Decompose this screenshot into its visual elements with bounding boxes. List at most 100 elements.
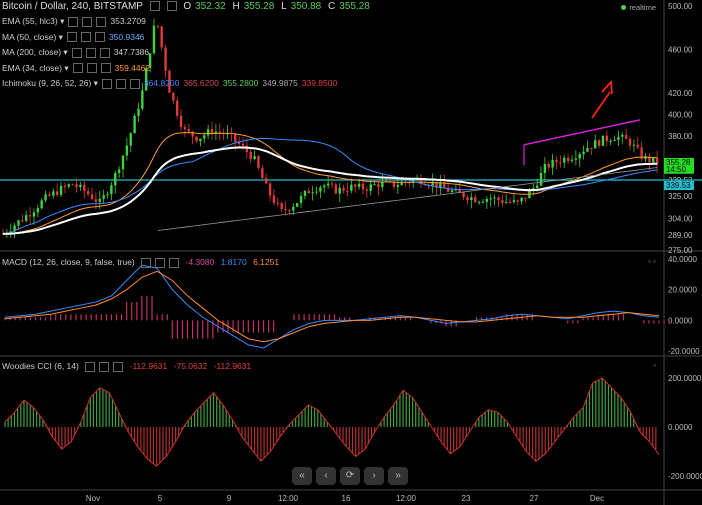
eye-icon[interactable]	[85, 47, 96, 58]
indicator-label[interactable]: Ichimoku (9, 26, 52, 26) ▾	[2, 78, 98, 88]
eye-icon[interactable]	[82, 16, 93, 27]
indicator-label[interactable]: MA (200, close) ▾	[2, 47, 68, 57]
eye-icon[interactable]	[99, 361, 110, 372]
indicator-value: 339.8500	[301, 78, 338, 88]
settings-icon[interactable]	[72, 63, 83, 74]
cci-tick-label: -200.0000	[668, 472, 702, 481]
cci-tick-label: 0.0000	[668, 423, 693, 432]
macd-value-hist: -4.3080	[185, 257, 215, 267]
macd-pane-controls[interactable]: ▫ ▫	[648, 257, 656, 266]
close-icon[interactable]	[100, 63, 111, 74]
close-icon[interactable]	[129, 78, 140, 89]
indicator-value: 349.9875	[262, 78, 298, 88]
indicator-label[interactable]: EMA (55, hlc3) ▾	[2, 16, 65, 26]
close-icon[interactable]	[94, 32, 105, 43]
cci-pane-controls[interactable]: ▫	[653, 361, 656, 370]
nav-button[interactable]: »	[388, 467, 408, 485]
candle-body	[597, 140, 601, 146]
candle-body	[237, 141, 241, 144]
candle-body	[508, 201, 512, 203]
settings-icon[interactable]	[71, 47, 82, 58]
candle-body	[183, 127, 187, 130]
eye-icon[interactable]	[166, 1, 177, 11]
settings-icon[interactable]	[66, 32, 77, 43]
candle-body	[439, 182, 442, 188]
nav-button[interactable]: «	[292, 467, 312, 485]
candle-body	[535, 185, 539, 188]
candle-body	[539, 172, 543, 186]
symbol-title[interactable]: Bitcoin / Dollar, 240, BITSTAMP	[2, 0, 143, 12]
candle-body	[110, 185, 113, 195]
candle-body	[172, 92, 175, 101]
candle-body	[9, 231, 12, 233]
eye-icon[interactable]	[80, 32, 91, 43]
time-tick-label: Dec	[590, 494, 604, 503]
candle-body	[636, 144, 639, 148]
candle-body	[206, 129, 210, 136]
candle-body	[63, 185, 67, 187]
candle-body	[512, 200, 516, 203]
nav-button[interactable]: ⟳	[340, 467, 360, 485]
candle-body	[632, 144, 636, 146]
settings-icon[interactable]	[101, 78, 112, 89]
price-tick-label: 289.00	[668, 231, 693, 240]
candle-body	[543, 164, 547, 173]
candle-body	[609, 140, 612, 142]
close-icon[interactable]	[113, 361, 124, 372]
nav-button[interactable]: ‹	[316, 467, 336, 485]
settings-icon[interactable]	[149, 1, 160, 11]
candle-body	[443, 182, 446, 188]
candle-body	[559, 162, 562, 164]
eye-icon[interactable]	[155, 257, 166, 268]
settings-icon[interactable]	[85, 361, 96, 372]
cci-value-1: -112.9631	[129, 361, 168, 371]
macd-tick-label: 40.0000	[668, 255, 697, 264]
settings-icon[interactable]	[68, 16, 79, 27]
cci-label[interactable]: Woodies CCI (6, 14)	[2, 361, 79, 371]
price-tick-label: 400.00	[668, 110, 693, 119]
candle-body	[141, 90, 144, 109]
indicator-value: 355.2800	[222, 78, 259, 88]
indicator-legend: EMA (55, hlc3) ▾ 353.2709	[2, 16, 150, 27]
close-icon[interactable]	[169, 257, 180, 268]
cci-tick-label: 200.0000	[668, 374, 702, 383]
candle-body	[191, 131, 194, 137]
close-icon[interactable]	[99, 47, 110, 58]
candle-body	[354, 184, 357, 187]
time-tick-label: 12:00	[396, 494, 417, 503]
candle-body	[377, 184, 380, 188]
eye-icon[interactable]	[86, 63, 97, 74]
candle-body	[450, 190, 454, 192]
candle-body	[79, 184, 82, 188]
indicator-label[interactable]: MA (50, close) ▾	[2, 31, 63, 42]
candle-body	[90, 194, 94, 200]
cci-value-3: -112.9631	[213, 361, 252, 371]
price-label-box	[664, 181, 694, 191]
settings-icon[interactable]	[141, 257, 152, 268]
nav-button[interactable]: ›	[364, 467, 384, 485]
indicator-value: 365.6200	[183, 78, 219, 88]
macd-label[interactable]: MACD (12, 26, close, 9, false, true)	[2, 257, 135, 267]
candle-body	[102, 195, 105, 199]
time-tick-label: Nov	[86, 494, 100, 503]
candle-body	[392, 181, 396, 187]
close-icon[interactable]	[96, 16, 107, 27]
ma-200-line	[157, 167, 658, 231]
macd-legend: MACD (12, 26, close, 9, false, true) -4.…	[2, 257, 283, 268]
cci-line	[4, 377, 660, 467]
time-tick-label: 5	[158, 494, 163, 503]
candle-body	[497, 197, 500, 201]
price-tick-label: 500.00	[668, 2, 693, 11]
eye-icon[interactable]	[115, 78, 126, 89]
indicator-legend: Ichimoku (9, 26, 52, 26) ▾ 364.8200 365.62…	[2, 78, 341, 89]
candle-body	[156, 25, 160, 27]
indicator-label[interactable]: EMA (34, close) ▾	[2, 62, 69, 73]
ohlc-l: 350.88	[290, 0, 322, 12]
candle-body	[470, 197, 473, 201]
candle-body	[187, 129, 190, 132]
candle-body	[59, 185, 63, 195]
candle-body	[67, 184, 70, 187]
candle-body	[311, 192, 314, 194]
candle-body	[71, 184, 74, 186]
